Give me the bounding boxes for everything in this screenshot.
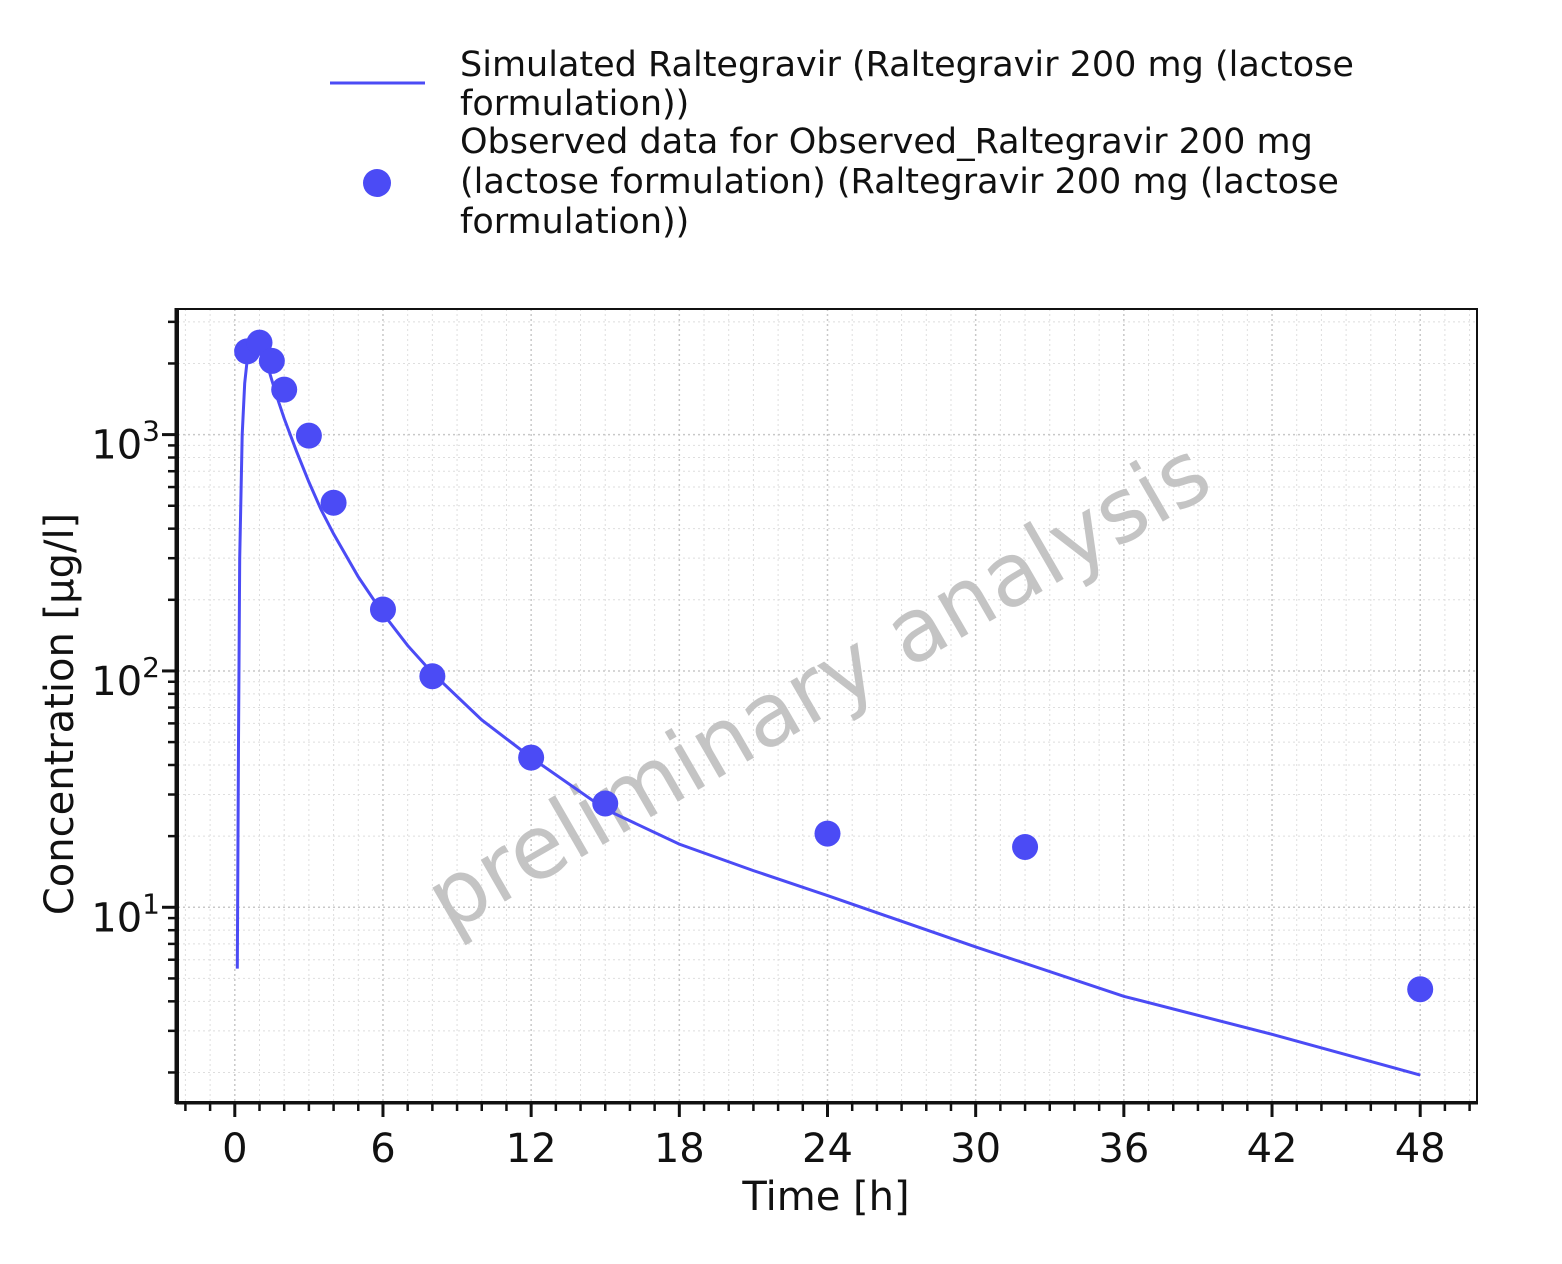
observed-point	[419, 663, 446, 690]
legend-marker-label-3: formulation))	[460, 202, 689, 242]
y-axis-label: Concentration [µg/l]	[37, 513, 83, 915]
observed-point	[1012, 833, 1039, 860]
x-tick-label: 30	[950, 1126, 1001, 1172]
x-tick-label: 24	[802, 1126, 853, 1172]
y-tick-label: 102	[91, 651, 160, 705]
legend: Simulated Raltegravir (Raltegravir 200 m…	[330, 45, 1354, 242]
grid	[178, 309, 1477, 1102]
observed-point	[592, 790, 619, 817]
legend-marker-swatch	[363, 169, 391, 197]
x-axis-label: Time [h]	[741, 1174, 909, 1220]
legend-line-label-2: formulation))	[460, 84, 689, 124]
y-ticks: 101 102 103	[91, 320, 176, 1074]
observed-point	[271, 376, 298, 403]
plot-area: preliminary analysis	[177, 308, 1478, 1103]
x-tick-label: 36	[1098, 1126, 1149, 1172]
observed-point	[369, 596, 396, 623]
observed-point	[518, 744, 545, 771]
observed-point	[1407, 976, 1434, 1003]
x-tick-label: 18	[654, 1126, 705, 1172]
x-ticks: 0 6 12 18 24 30 36 42 48	[184, 1103, 1471, 1172]
x-axis: 0 6 12 18 24 30 36 42 48 Time [h]	[176, 1101, 1478, 1220]
x-tick-label: 42	[1247, 1126, 1298, 1172]
y-tick-label: 101	[91, 887, 160, 941]
observed-point	[295, 422, 322, 449]
legend-marker-label-2: (lactose formulation) (Raltegravir 200 m…	[460, 162, 1339, 202]
observed-point	[814, 820, 841, 847]
x-tick-label: 0	[222, 1126, 247, 1172]
x-tick-label: 12	[506, 1126, 557, 1172]
observed-series-points	[234, 329, 1434, 1003]
legend-line-label-1: Simulated Raltegravir (Raltegravir 200 m…	[460, 45, 1354, 85]
observed-point	[258, 347, 285, 374]
legend-marker-label-1: Observed data for Observed_Raltegravir 2…	[460, 122, 1313, 162]
observed-point	[246, 329, 273, 356]
y-axis: 101 102 103 Concentration [µg/l]	[37, 308, 178, 1104]
y-tick-label: 103	[91, 415, 160, 469]
observed-point	[320, 489, 347, 516]
x-tick-label: 6	[370, 1126, 395, 1172]
x-tick-label: 48	[1395, 1126, 1446, 1172]
